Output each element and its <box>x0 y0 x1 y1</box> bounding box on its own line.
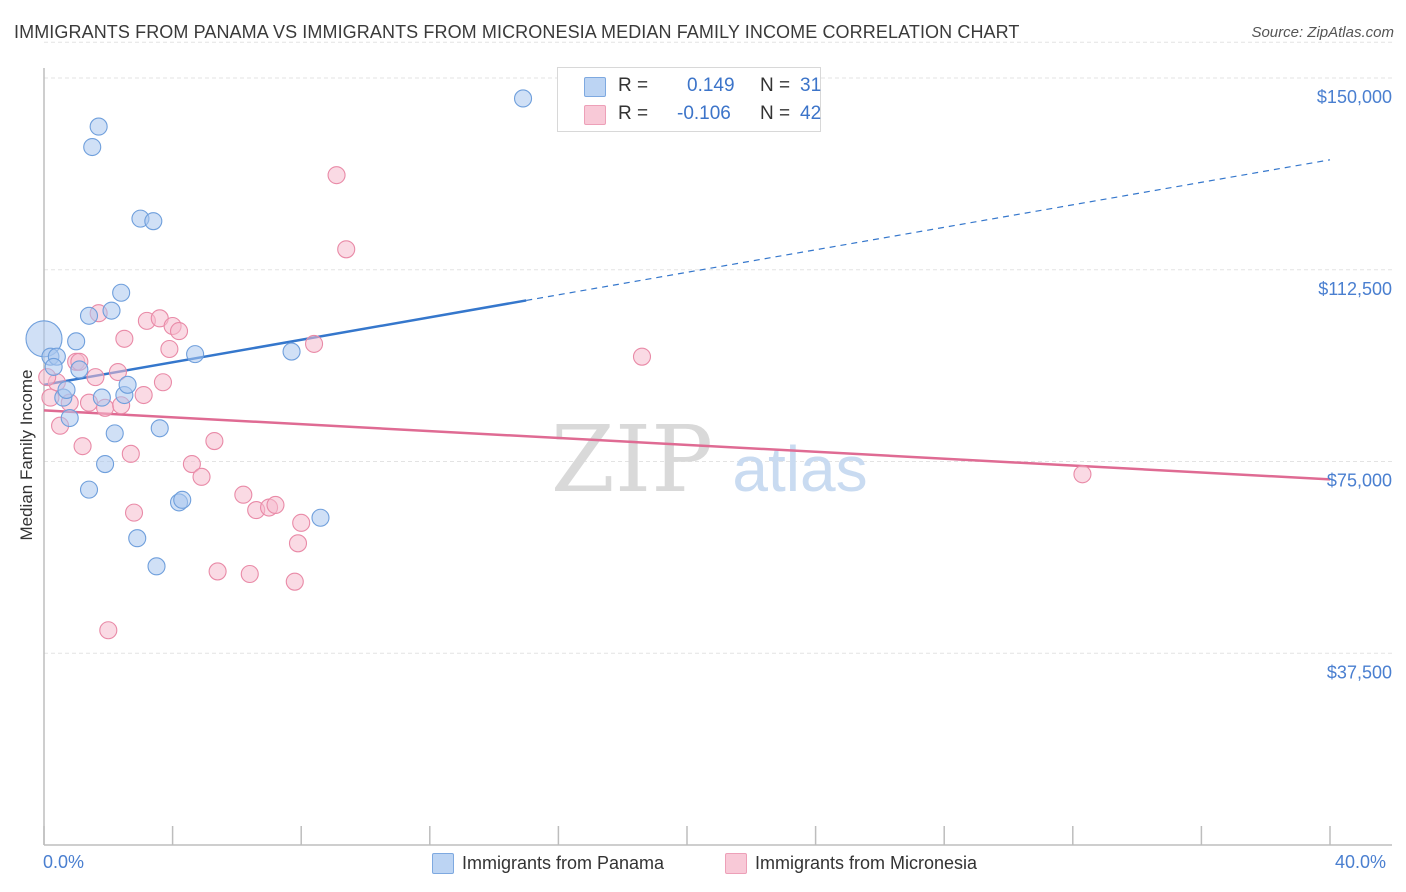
data-point-panama <box>102 301 121 320</box>
grid-lines <box>44 41 1392 654</box>
data-point-panama <box>147 557 166 576</box>
data-point-panama <box>282 342 301 361</box>
legend-r-value: -0.106 <box>677 103 731 124</box>
data-point-micronesia <box>266 495 285 515</box>
legend-n-value: 42 <box>800 103 822 124</box>
data-point-panama <box>92 388 111 407</box>
legend-n-value: 31 <box>800 75 822 96</box>
y-tick-label: $150,000 <box>1317 87 1392 107</box>
data-point-micronesia <box>124 503 144 522</box>
legend-r-value: 0.149 <box>687 75 735 96</box>
data-point-panama <box>173 490 192 509</box>
data-point-micronesia <box>73 437 92 456</box>
data-point-micronesia <box>292 513 311 532</box>
data-point-panama <box>89 117 108 136</box>
data-point-micronesia <box>208 562 227 581</box>
y-tick-label: $75,000 <box>1327 471 1392 491</box>
data-point-micronesia <box>121 444 140 463</box>
y-tick-labels: $37,500 $75,000 $112,500 $150,000 <box>1317 87 1392 682</box>
data-point-panama <box>44 357 63 376</box>
data-point-panama <box>144 212 163 231</box>
data-point-micronesia <box>134 385 153 405</box>
data-point-panama <box>83 137 102 157</box>
x-tick-label-max: 40.0% <box>1335 852 1387 872</box>
data-point-micronesia <box>99 621 118 640</box>
series-legend-label-panama: Immigrants from Panama <box>462 853 665 873</box>
axes <box>43 68 1392 846</box>
y-tick-label: $37,500 <box>1327 662 1392 682</box>
data-point-micronesia <box>305 334 324 353</box>
trend-line-micronesia <box>43 409 1331 481</box>
correlation-legend: R = 0.149 N = 31 R = -0.106 N = 42 <box>557 67 821 132</box>
data-point-micronesia <box>285 572 304 591</box>
y-tick-label: $112,500 <box>1318 279 1392 299</box>
legend-n-label: N = <box>760 103 791 124</box>
data-point-panama <box>128 529 147 548</box>
source-credit: Source: ZipAtlas.com <box>1251 24 1394 41</box>
data-point-micronesia <box>240 564 259 584</box>
series-panama-points <box>25 89 533 576</box>
data-point-micronesia <box>153 373 173 392</box>
legend-swatch-panama <box>584 77 606 97</box>
data-point-panama <box>57 380 76 399</box>
data-point-micronesia <box>115 329 134 348</box>
data-point-panama <box>67 332 86 351</box>
series-legend-swatch-panama <box>432 853 454 874</box>
data-point-micronesia <box>632 347 652 366</box>
watermark: ZIP atlas <box>551 406 868 513</box>
x-tick-label-min: 0.0% <box>43 852 85 872</box>
data-point-panama <box>513 89 533 108</box>
trend-line-panama-projection <box>526 159 1331 302</box>
data-point-panama <box>79 480 99 499</box>
series-micronesia-points <box>38 166 1092 640</box>
series-legend-swatch-micronesia <box>725 853 747 874</box>
data-point-panama <box>105 424 124 443</box>
data-point-micronesia <box>327 166 346 185</box>
data-point-micronesia <box>160 339 179 359</box>
data-point-panama <box>186 345 205 364</box>
data-point-micronesia <box>1073 465 1092 484</box>
legend-swatch-micronesia <box>584 105 606 125</box>
chart-title: IMMIGRANTS FROM PANAMA VS IMMIGRANTS FRO… <box>14 22 1020 42</box>
watermark-atlas: atlas <box>732 433 867 505</box>
data-point-panama <box>311 508 330 527</box>
data-point-micronesia <box>182 455 201 474</box>
data-point-panama <box>118 375 137 394</box>
data-point-micronesia <box>169 322 189 341</box>
data-point-panama <box>70 360 89 379</box>
data-point-panama <box>79 306 99 325</box>
legend-r-label: R = <box>618 103 649 124</box>
data-point-panama <box>150 419 169 438</box>
data-point-panama <box>96 455 115 474</box>
data-point-panama <box>112 283 131 302</box>
data-point-micronesia <box>192 467 211 486</box>
data-point-micronesia <box>108 362 127 382</box>
data-point-micronesia <box>86 368 105 387</box>
watermark-zip: ZIP <box>551 406 713 513</box>
data-point-micronesia <box>337 240 356 259</box>
data-point-panama <box>60 408 79 428</box>
data-point-micronesia <box>205 431 224 451</box>
legend-n-label: N = <box>760 75 791 96</box>
series-legend-label-micronesia: Immigrants from Micronesia <box>755 853 978 873</box>
data-point-micronesia <box>234 485 253 504</box>
data-point-micronesia <box>288 534 308 553</box>
legend-r-label: R = <box>618 75 649 96</box>
